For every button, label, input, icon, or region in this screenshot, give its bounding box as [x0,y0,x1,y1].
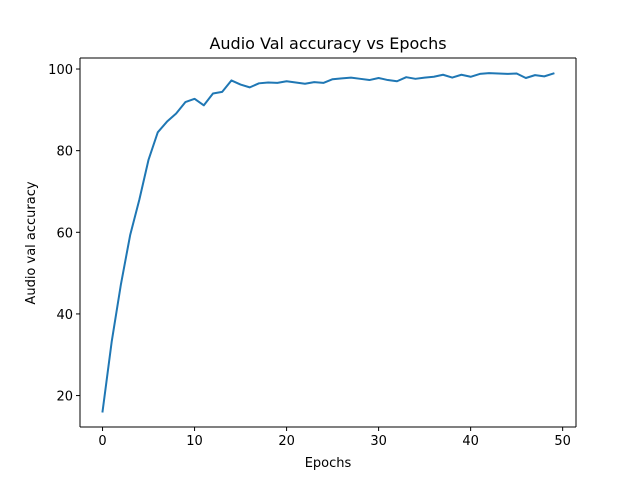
y-axis-label: Audio val accuracy [24,181,39,304]
plot-area: 0 10 20 30 40 50 20 40 60 80 100 [48,57,577,449]
x-tick-label: 50 [554,434,571,449]
x-tick-label: 20 [278,434,295,449]
x-tick-label: 30 [370,434,387,449]
y-tick-label: 20 [56,390,73,405]
y-tick-label: 60 [56,226,73,241]
y-tick-label: 100 [48,63,73,78]
chart-title: Audio Val accuracy vs Epochs [209,34,446,53]
x-axis-label: Epochs [305,456,352,471]
y-tick-label: 40 [56,308,73,323]
series-line-0 [101,72,555,413]
y-tick-label: 80 [56,145,73,160]
x-tick-label: 0 [98,434,106,449]
x-tick-label: 40 [462,434,479,449]
x-tick-label: 10 [186,434,203,449]
